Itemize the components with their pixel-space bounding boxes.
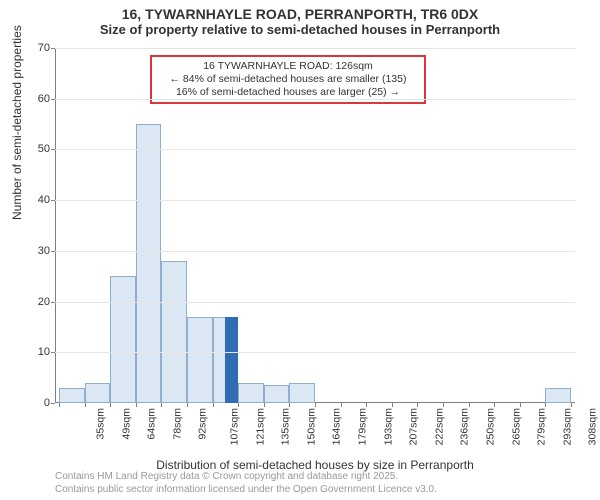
y-tick-label: 40 <box>28 194 50 206</box>
x-tick-label: 236sqm <box>459 408 471 445</box>
gridline <box>55 251 575 252</box>
y-tick-label: 30 <box>28 245 50 257</box>
x-tick-mark <box>392 403 393 407</box>
x-axis-label: Distribution of semi-detached houses by … <box>55 458 575 472</box>
x-tick-mark <box>161 403 162 407</box>
y-tick-label: 60 <box>28 93 50 105</box>
x-tick-label: 164sqm <box>331 408 343 445</box>
histogram-bar <box>161 261 187 403</box>
x-tick-label: 49sqm <box>120 408 132 440</box>
x-tick-label: 293sqm <box>561 408 573 445</box>
x-tick-mark <box>136 403 137 407</box>
x-tick-mark <box>571 403 572 407</box>
x-tick-mark <box>315 403 316 407</box>
footer-line: Contains HM Land Registry data © Crown c… <box>55 471 437 484</box>
x-tick-label: 35sqm <box>95 408 107 440</box>
x-tick-label: 179sqm <box>356 408 368 445</box>
histogram-chart: 16 TYWARNHAYLE ROAD: 126sqm← 84% of semi… <box>55 48 575 403</box>
x-tick-mark <box>469 403 470 407</box>
gridline <box>55 302 575 303</box>
x-tick-label: 222sqm <box>433 408 445 445</box>
histogram-bar <box>289 383 315 403</box>
gridline <box>55 352 575 353</box>
x-tick-label: 64sqm <box>146 408 158 440</box>
y-tick-mark <box>51 403 55 404</box>
histogram-bar <box>238 383 264 403</box>
x-tick-label: 193sqm <box>382 408 394 445</box>
y-tick-mark <box>51 251 55 252</box>
y-tick-label: 0 <box>28 397 50 409</box>
histogram-bar <box>59 388 85 403</box>
x-tick-mark <box>520 403 521 407</box>
x-tick-mark <box>417 403 418 407</box>
x-tick-mark <box>59 403 60 407</box>
y-tick-label: 70 <box>28 42 50 54</box>
x-tick-mark <box>213 403 214 407</box>
x-tick-label: 150sqm <box>305 408 317 445</box>
page-title: 16, TYWARNHAYLE ROAD, PERRANPORTH, TR6 0… <box>0 6 600 22</box>
x-tick-mark <box>443 403 444 407</box>
x-tick-label: 107sqm <box>228 408 240 445</box>
x-tick-mark <box>545 403 546 407</box>
y-tick-label: 20 <box>28 296 50 308</box>
x-tick-label: 279sqm <box>536 408 548 445</box>
gridline <box>55 99 575 100</box>
x-tick-mark <box>110 403 111 407</box>
x-tick-label: 207sqm <box>408 408 420 445</box>
plot-area: 16 TYWARNHAYLE ROAD: 126sqm← 84% of semi… <box>55 48 575 403</box>
x-tick-label: 308sqm <box>587 408 599 445</box>
y-tick-label: 50 <box>28 143 50 155</box>
histogram-bar <box>136 124 162 403</box>
title-block: 16, TYWARNHAYLE ROAD, PERRANPORTH, TR6 0… <box>0 0 600 37</box>
annotation-line: 16% of semi-detached houses are larger (… <box>158 86 418 99</box>
footer-attribution: Contains HM Land Registry data © Crown c… <box>55 471 437 496</box>
x-tick-mark <box>289 403 290 407</box>
x-tick-mark <box>264 403 265 407</box>
x-tick-mark <box>494 403 495 407</box>
y-tick-mark <box>51 200 55 201</box>
footer-line: Contains public sector information licen… <box>55 484 437 497</box>
y-tick-label: 10 <box>28 346 50 358</box>
x-tick-label: 135sqm <box>280 408 292 445</box>
x-tick-mark <box>366 403 367 407</box>
annotation-line: 16 TYWARNHAYLE ROAD: 126sqm <box>158 60 418 73</box>
gridline <box>55 149 575 150</box>
page-subtitle: Size of property relative to semi-detach… <box>0 22 600 37</box>
x-tick-mark <box>85 403 86 407</box>
annotation-callout: 16 TYWARNHAYLE ROAD: 126sqm← 84% of semi… <box>150 55 426 104</box>
y-tick-mark <box>51 149 55 150</box>
x-tick-label: 250sqm <box>484 408 496 445</box>
y-tick-mark <box>51 48 55 49</box>
y-tick-mark <box>51 302 55 303</box>
highlight-bar <box>225 317 238 403</box>
y-axis-label: Number of semi-detached properties <box>10 25 24 220</box>
histogram-bar <box>110 276 136 403</box>
gridline <box>55 200 575 201</box>
histogram-bar <box>85 383 111 403</box>
x-tick-mark <box>238 403 239 407</box>
y-tick-mark <box>51 352 55 353</box>
annotation-line: ← 84% of semi-detached houses are smalle… <box>158 73 418 86</box>
gridline <box>55 48 575 49</box>
histogram-bar <box>264 385 290 403</box>
x-tick-mark <box>187 403 188 407</box>
histogram-bar <box>187 317 213 403</box>
x-tick-label: 92sqm <box>197 408 209 440</box>
x-tick-mark <box>341 403 342 407</box>
histogram-bar <box>545 388 571 403</box>
x-tick-label: 78sqm <box>171 408 183 440</box>
y-tick-mark <box>51 99 55 100</box>
x-tick-label: 265sqm <box>510 408 522 445</box>
x-tick-label: 121sqm <box>254 408 266 445</box>
